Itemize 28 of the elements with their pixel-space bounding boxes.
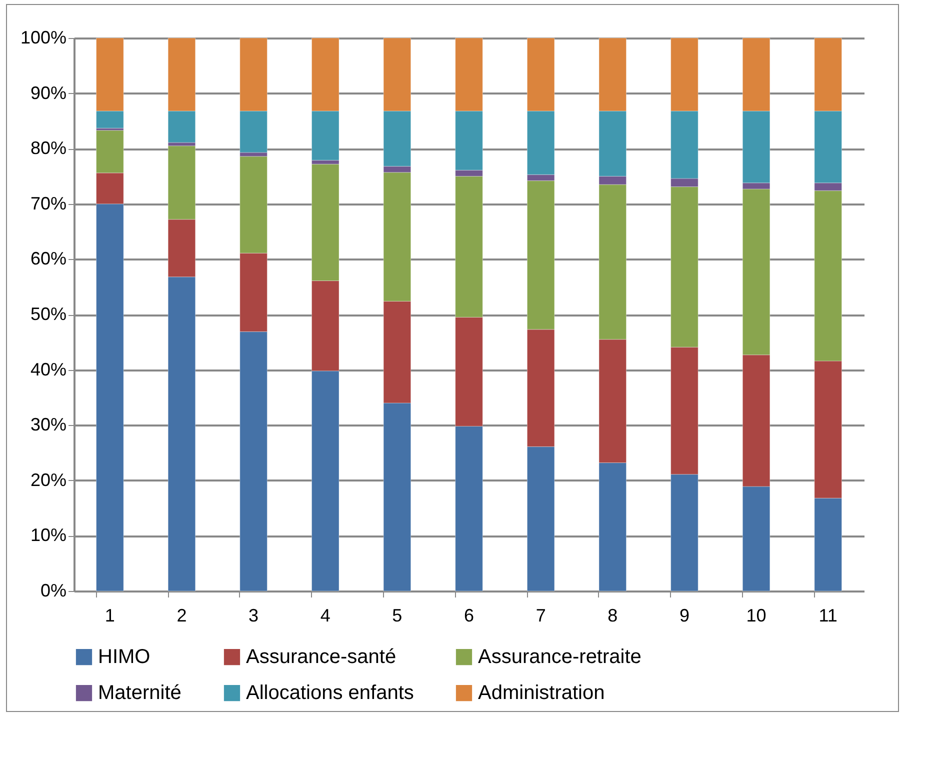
legend-label: Assurance-santé: [246, 646, 396, 668]
x-tick-label: 8: [608, 606, 618, 626]
x-tick-label: 1: [104, 606, 115, 626]
y-tick-label: 90%: [30, 82, 66, 103]
x-tick-label: 5: [392, 606, 402, 626]
legend-label: HIMO: [98, 646, 150, 668]
y-tick-label: 40%: [30, 359, 66, 380]
x-tick-label: 7: [536, 606, 546, 626]
y-tick-label: 10%: [30, 525, 66, 546]
y-tick-label: 50%: [30, 304, 66, 324]
legend-label: Allocations enfants: [246, 682, 414, 704]
y-tick-label: 30%: [30, 414, 66, 435]
y-tick-label: 70%: [30, 193, 66, 214]
x-tick-label: 10: [746, 606, 766, 626]
x-tick-label: 4: [320, 606, 330, 626]
x-tick-label: 3: [248, 606, 259, 626]
legend-label: Maternité: [98, 682, 182, 704]
y-tick-label: 100%: [20, 28, 66, 48]
y-tick-label: 60%: [30, 248, 66, 269]
legend-label: Assurance-retraite: [478, 646, 642, 668]
x-tick-label: 2: [176, 606, 187, 626]
y-tick-label: 20%: [30, 470, 66, 490]
x-tick-label: 9: [679, 606, 690, 626]
legend-label: Administration: [478, 682, 605, 704]
y-tick-label: 80%: [30, 138, 66, 158]
y-tick-label: 0%: [40, 580, 66, 600]
x-tick-label: 11: [818, 606, 838, 626]
x-tick-label: 6: [464, 606, 474, 626]
